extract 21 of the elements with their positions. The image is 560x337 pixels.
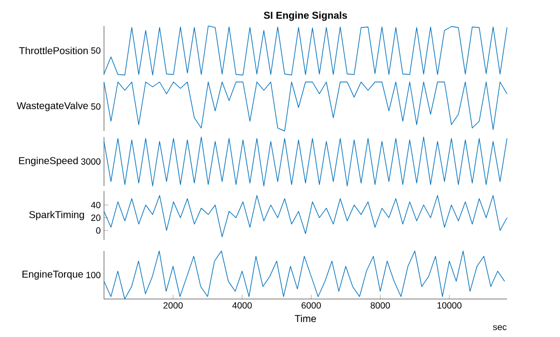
y-tick-label: 0	[96, 227, 100, 234]
y-axis-title: WastegateValve	[16, 102, 88, 112]
x-axis-title: Time	[294, 314, 316, 322]
text: 50	[91, 103, 100, 110]
chart-title: SI Engine Signals	[264, 11, 348, 21]
y-axis-title: ThrottlePosition	[19, 46, 88, 54]
y-tick-label: 20	[91, 214, 100, 221]
line-series	[104, 195, 508, 238]
text: 50	[91, 47, 100, 54]
y-axis-title: EngineTorque	[22, 270, 83, 280]
x-tick-label: 4000	[232, 302, 252, 309]
text: 100	[86, 272, 100, 278]
y-tick-label: 40	[90, 202, 100, 208]
x-tick-label: 10000	[438, 302, 462, 309]
text: sec	[493, 325, 507, 330]
x-tick-label: 6000	[302, 302, 321, 309]
x-tick-label: 2000	[164, 302, 183, 309]
y-axis-title: EngineSpeed	[19, 156, 78, 166]
x-tick-label: 8000	[370, 302, 390, 309]
y-axis-title: SparkTiming	[29, 210, 84, 220]
text: 3000	[81, 158, 100, 165]
